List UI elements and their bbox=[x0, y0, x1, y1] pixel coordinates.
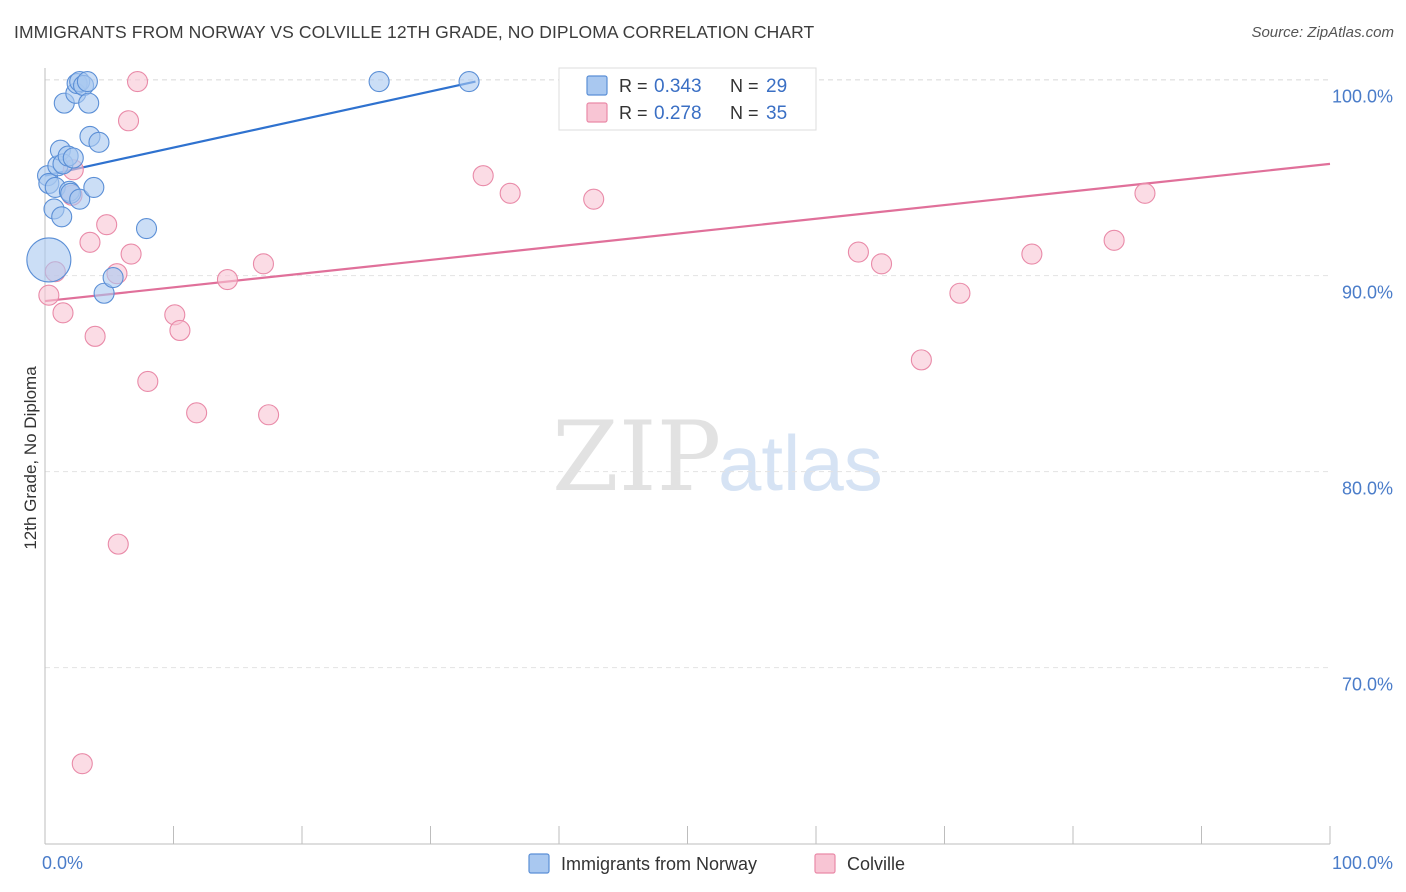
point-norway-13 bbox=[62, 147, 84, 169]
legend-stats: R = 0.343 N = 29 R = 0.278 N = 35 bbox=[558, 67, 817, 131]
legend-swatch-norway bbox=[586, 75, 608, 96]
point-colville-32 bbox=[1021, 243, 1043, 265]
legend-norway-r-label: R = bbox=[619, 76, 648, 96]
point-colville-18 bbox=[216, 268, 239, 291]
x-tick-label-1: 100.0% bbox=[1332, 853, 1393, 873]
point-colville-5 bbox=[71, 753, 93, 775]
legend-norway-r-value: 0.343 bbox=[654, 76, 702, 97]
point-norway-23 bbox=[88, 131, 110, 153]
watermark-zip: ZIP bbox=[552, 401, 721, 513]
legend-colville-r-value: 0.278 bbox=[654, 103, 702, 124]
legend-colville-n-value: 35 bbox=[766, 103, 787, 124]
legend-colville-n-label: N = bbox=[730, 103, 759, 123]
point-norway-19 bbox=[76, 71, 98, 93]
legend-colville-r-label: R = bbox=[619, 103, 648, 123]
point-colville-0 bbox=[38, 284, 60, 306]
legend-bottom-swatch-colville bbox=[814, 853, 836, 874]
legend-swatch-colville bbox=[586, 102, 608, 123]
point-colville-31 bbox=[949, 282, 971, 304]
point-colville-11 bbox=[117, 110, 140, 132]
y-tick-label-0: 70.0% bbox=[1342, 675, 1393, 695]
x-tick-labels: 0.0% 100.0% bbox=[42, 853, 1393, 873]
legend-bottom-norway: Immigrants from Norway bbox=[561, 854, 757, 874]
chart-title: IMMIGRANTS FROM NORWAY VS COLVILLE 12TH … bbox=[14, 22, 815, 42]
legend-norway-n-label: N = bbox=[730, 76, 759, 96]
legend-series: Immigrants from Norway Colville bbox=[528, 853, 905, 874]
point-norway-27 bbox=[368, 71, 390, 93]
point-colville-30 bbox=[910, 349, 932, 371]
trend-lines bbox=[44, 80, 1331, 303]
legend-bottom-swatch-norway bbox=[528, 853, 550, 874]
data-points bbox=[26, 71, 1156, 775]
gridlines bbox=[45, 79, 1330, 669]
y-tick-labels: 70.0% 80.0% 90.0% 100.0% bbox=[1332, 87, 1393, 695]
point-norway-26 bbox=[135, 218, 158, 240]
point-norway-28 bbox=[458, 71, 480, 93]
point-norway-20 bbox=[78, 92, 100, 114]
point-colville-7 bbox=[84, 325, 106, 347]
point-colville-21 bbox=[472, 165, 494, 187]
y-axis-label: 12th Grade, No Diploma bbox=[21, 366, 40, 550]
point-colville-33 bbox=[1103, 229, 1125, 251]
point-colville-28 bbox=[847, 241, 869, 263]
watermark: ZIP atlas bbox=[552, 401, 883, 513]
point-colville-22 bbox=[499, 182, 521, 204]
x-tick-label-0: 0.0% bbox=[42, 853, 83, 873]
point-colville-13 bbox=[126, 71, 149, 93]
point-colville-34 bbox=[1134, 182, 1156, 204]
point-colville-19 bbox=[252, 253, 275, 275]
trend-line-colville bbox=[44, 162, 1331, 303]
point-norway-17 bbox=[69, 188, 91, 210]
y-tick-label-1: 80.0% bbox=[1342, 479, 1393, 499]
point-colville-17 bbox=[186, 402, 208, 424]
point-colville-24 bbox=[583, 188, 605, 210]
y-tick-label-3: 100.0% bbox=[1332, 87, 1393, 107]
legend-bottom-colville: Colville bbox=[847, 854, 905, 874]
point-colville-6 bbox=[79, 231, 101, 253]
point-colville-20 bbox=[258, 404, 280, 426]
point-norway-22 bbox=[83, 176, 105, 198]
legend-norway-n-value: 29 bbox=[766, 76, 787, 97]
point-colville-2 bbox=[52, 302, 74, 324]
point-norway-24 bbox=[93, 282, 115, 304]
point-norway-7 bbox=[51, 206, 73, 228]
point-norway-25 bbox=[102, 267, 124, 289]
axes bbox=[44, 68, 1331, 845]
watermark-atlas: atlas bbox=[718, 419, 883, 507]
source-credit: Source: ZipAtlas.com bbox=[1251, 24, 1394, 41]
y-tick-label-2: 90.0% bbox=[1342, 283, 1393, 303]
point-colville-16 bbox=[169, 319, 191, 342]
point-norway-2 bbox=[26, 237, 72, 283]
point-colville-10 bbox=[107, 533, 129, 555]
point-colville-14 bbox=[137, 370, 159, 392]
point-colville-29 bbox=[870, 253, 893, 275]
trend-line-norway bbox=[44, 80, 476, 177]
point-colville-12 bbox=[120, 243, 142, 265]
point-colville-8 bbox=[96, 214, 118, 236]
